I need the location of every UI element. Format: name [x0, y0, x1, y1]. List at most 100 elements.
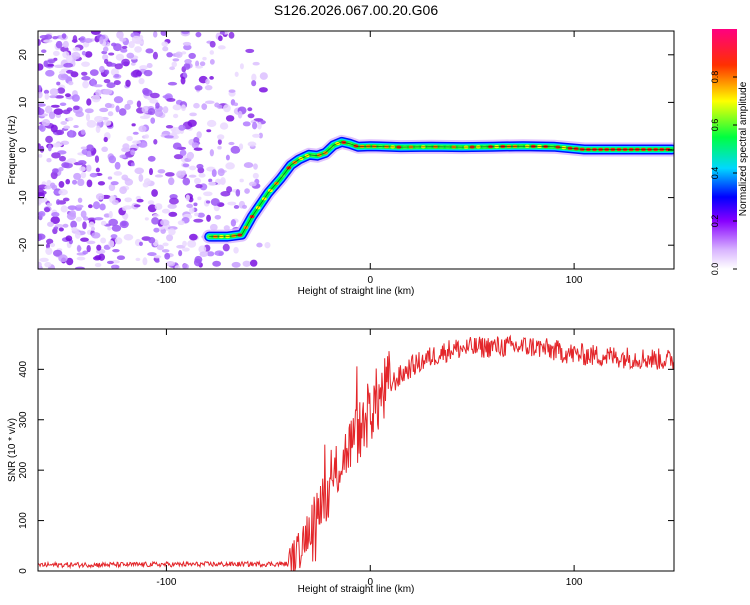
noise-speckle [66, 107, 73, 112]
noise-speckle [84, 38, 93, 43]
noise-speckle [223, 104, 231, 113]
noise-speckle [58, 189, 68, 196]
noise-speckle [244, 188, 250, 194]
noise-speckle [247, 141, 257, 147]
noise-speckle [56, 129, 65, 136]
noise-speckle [169, 197, 179, 205]
figure-title: S126.2026.067.00.20.G06 [274, 2, 438, 18]
noise-speckle [166, 52, 173, 58]
noise-speckle [68, 81, 74, 86]
noise-speckle [45, 63, 55, 67]
noise-speckle [110, 234, 118, 239]
noise-speckle [198, 173, 206, 178]
noise-speckle [172, 142, 182, 150]
noise-speckle [183, 44, 192, 51]
noise-speckle [147, 200, 155, 205]
noise-speckle [53, 50, 60, 57]
noise-speckle [44, 93, 50, 100]
noise-speckle [167, 203, 177, 209]
noise-speckle [97, 181, 106, 186]
noise-speckle [99, 107, 109, 113]
noise-speckle [80, 129, 86, 135]
noise-speckle [130, 62, 136, 66]
snr-y-ticks: 0 100 200 300 400 [18, 361, 674, 574]
y-tick-label: 10 [18, 96, 29, 108]
noise-speckle [219, 31, 225, 35]
noise-speckle [239, 178, 244, 183]
noise-speckle [182, 41, 192, 46]
noise-speckle [222, 243, 230, 252]
noise-speckle [188, 174, 197, 178]
noise-speckle [131, 123, 136, 127]
noise-speckle [217, 168, 225, 177]
noise-speckle [252, 172, 259, 179]
noise-speckle [118, 108, 127, 116]
noise-speckle [181, 31, 190, 35]
noise-speckle [39, 145, 45, 153]
noise-speckle [193, 147, 203, 151]
noise-speckle [77, 197, 83, 203]
noise-speckle [251, 80, 257, 87]
noise-speckle [161, 249, 170, 253]
noise-speckle [206, 214, 211, 222]
noise-speckle [119, 154, 127, 159]
noise-speckle [53, 249, 63, 257]
noise-speckle [98, 253, 106, 261]
noise-speckle [69, 210, 77, 217]
noise-speckle [50, 124, 58, 133]
noise-speckle [72, 105, 80, 111]
noise-speckle [86, 244, 91, 253]
noise-speckle [148, 237, 156, 244]
noise-speckle [172, 104, 182, 111]
y-tick-label: 100 [18, 512, 29, 529]
noise-speckle [227, 201, 237, 206]
noise-speckle [126, 99, 134, 106]
noise-speckle [138, 125, 147, 133]
noise-speckle [164, 252, 171, 260]
noise-speckle [106, 260, 114, 265]
noise-speckle [91, 226, 96, 232]
noise-speckle [38, 211, 46, 217]
noise-speckle [94, 115, 104, 123]
noise-speckle [184, 58, 192, 64]
ridge-band [202, 134, 674, 244]
noise-speckle [63, 125, 71, 130]
noise-speckle [42, 197, 48, 203]
noise-speckle [90, 78, 96, 87]
noise-speckle [165, 125, 174, 129]
noise-speckle [162, 242, 169, 247]
noise-speckle [47, 59, 56, 64]
noise-speckle [150, 117, 156, 124]
noise-speckle [55, 199, 61, 206]
noise-speckle [182, 163, 190, 168]
noise-speckle [130, 149, 136, 156]
noise-speckle [45, 247, 53, 256]
noise-speckle [79, 36, 86, 43]
noise-speckle [50, 242, 56, 248]
noise-speckle [161, 208, 171, 214]
noise-speckle [102, 46, 109, 52]
noise-speckle [86, 164, 92, 172]
noise-speckle [199, 251, 209, 258]
noise-speckle [217, 134, 225, 140]
noise-speckle [38, 84, 42, 91]
noise-speckle [51, 152, 61, 159]
noise-speckle [84, 51, 93, 58]
noise-speckle [156, 244, 164, 251]
noise-speckle [124, 103, 131, 110]
noise-speckle [151, 189, 158, 197]
noise-speckle [67, 205, 77, 211]
noise-speckle [64, 93, 71, 97]
noise-speckle [103, 58, 109, 65]
noise-speckle [189, 233, 198, 241]
noise-speckle [59, 155, 66, 162]
noise-speckle [237, 110, 243, 119]
x-tick-label: -100 [156, 577, 176, 588]
noise-speckle [76, 256, 86, 261]
colorbar-tick-label: 0.0 [710, 263, 720, 276]
noise-speckle [154, 109, 164, 118]
noise-speckle [235, 189, 241, 197]
noise-speckle [243, 162, 254, 169]
noise-speckle [79, 166, 86, 172]
noise-speckle [153, 139, 158, 145]
